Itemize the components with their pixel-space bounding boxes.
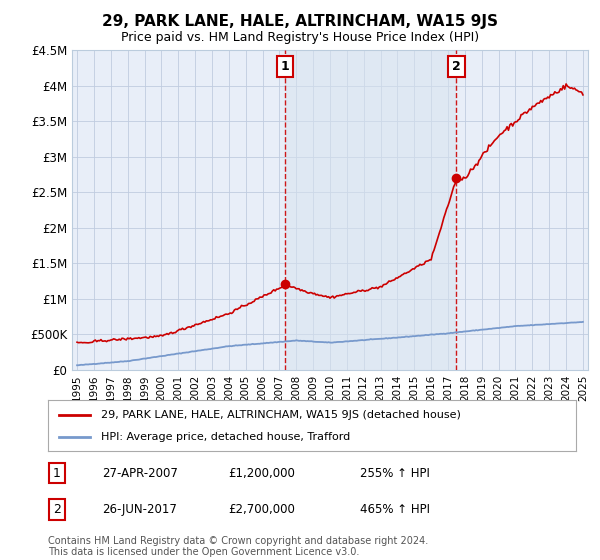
Text: £1,200,000: £1,200,000	[228, 466, 295, 480]
Text: 2: 2	[53, 503, 61, 516]
Text: 29, PARK LANE, HALE, ALTRINCHAM, WA15 9JS: 29, PARK LANE, HALE, ALTRINCHAM, WA15 9J…	[102, 14, 498, 29]
Text: 26-JUN-2017: 26-JUN-2017	[102, 503, 177, 516]
Text: £2,700,000: £2,700,000	[228, 503, 295, 516]
Text: Price paid vs. HM Land Registry's House Price Index (HPI): Price paid vs. HM Land Registry's House …	[121, 31, 479, 44]
Text: Contains HM Land Registry data © Crown copyright and database right 2024.
This d: Contains HM Land Registry data © Crown c…	[48, 535, 428, 557]
Text: 29, PARK LANE, HALE, ALTRINCHAM, WA15 9JS (detached house): 29, PARK LANE, HALE, ALTRINCHAM, WA15 9J…	[101, 409, 461, 419]
Text: 255% ↑ HPI: 255% ↑ HPI	[360, 466, 430, 480]
Text: 1: 1	[281, 60, 289, 73]
Bar	[285, 50, 457, 370]
Text: 27-APR-2007: 27-APR-2007	[102, 466, 178, 480]
Text: 1: 1	[53, 466, 61, 480]
Text: 465% ↑ HPI: 465% ↑ HPI	[360, 503, 430, 516]
Text: HPI: Average price, detached house, Trafford: HPI: Average price, detached house, Traf…	[101, 432, 350, 442]
Text: 2: 2	[452, 60, 461, 73]
